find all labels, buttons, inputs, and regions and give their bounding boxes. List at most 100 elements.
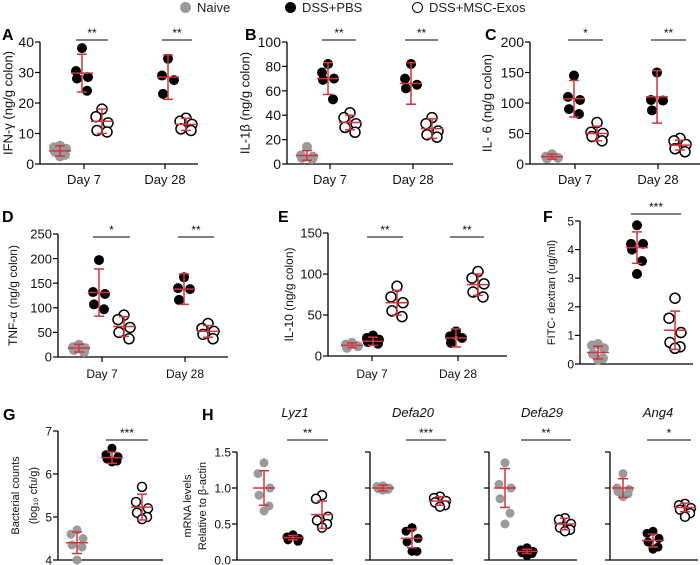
data-point-pbs bbox=[318, 74, 328, 85]
data-point-pbs bbox=[72, 73, 82, 84]
y-tick-label: 20 bbox=[18, 95, 34, 111]
y-tick-label: 50 bbox=[38, 325, 52, 340]
x-tick-label: Day 7 bbox=[558, 172, 592, 187]
panel-letter: A bbox=[2, 27, 14, 44]
y-tick-label: 100 bbox=[501, 95, 525, 111]
legend-item-naive: Naive bbox=[180, 0, 230, 15]
y-tick-label: 0 bbox=[567, 357, 574, 371]
data-point-naive bbox=[254, 490, 264, 500]
panel-letter: F bbox=[543, 209, 553, 226]
y-tick-label: 2 bbox=[567, 300, 574, 314]
data-point-pbs bbox=[658, 95, 668, 106]
y-tick-label: 0.0 bbox=[214, 553, 231, 565]
data-point-naive bbox=[259, 506, 269, 516]
y-axis-label: IL-10 (ng/g colon) bbox=[282, 247, 296, 341]
data-point-naive bbox=[259, 458, 269, 468]
data-point-pbs bbox=[401, 83, 411, 94]
significance-label: ** bbox=[380, 223, 390, 237]
data-point-pbs bbox=[77, 43, 87, 54]
panel-title: Defa29 bbox=[521, 405, 563, 420]
data-point-pbs bbox=[363, 337, 373, 348]
data-point-pbs bbox=[158, 88, 168, 99]
x-tick-label: Day 28 bbox=[439, 367, 477, 381]
data-point-pbs bbox=[94, 255, 104, 266]
significance-label: ** bbox=[664, 26, 674, 40]
data-point-msc bbox=[669, 292, 681, 304]
data-point-pbs bbox=[654, 533, 664, 543]
significance-label: ** bbox=[417, 26, 427, 40]
significance-label: ** bbox=[303, 426, 313, 440]
y-tick-label: 60 bbox=[265, 83, 281, 99]
y-tick-label: 5 bbox=[45, 510, 52, 524]
significance-label: * bbox=[583, 26, 588, 40]
data-point-msc bbox=[339, 121, 351, 134]
data-point-msc bbox=[679, 146, 691, 158]
data-point-pbs bbox=[564, 104, 574, 115]
x-tick-label: Day 7 bbox=[313, 172, 347, 187]
y-tick-label: 0 bbox=[26, 156, 34, 172]
panel-letter: C bbox=[485, 27, 497, 44]
legend-label: DSS+PBS bbox=[302, 0, 363, 15]
data-point-msc bbox=[124, 321, 136, 334]
data-point-pbs bbox=[400, 73, 410, 84]
data-point-msc bbox=[101, 126, 113, 138]
data-point-pbs bbox=[174, 294, 184, 305]
y-tick-label: 1.0 bbox=[214, 481, 231, 495]
data-point-msc bbox=[310, 493, 322, 505]
data-point-pbs bbox=[157, 70, 167, 81]
data-point-msc bbox=[478, 278, 490, 290]
y-tick-label: 1.5 bbox=[214, 445, 231, 459]
data-point-pbs bbox=[637, 256, 647, 267]
significance-label: * bbox=[109, 223, 114, 237]
y-tick-label: 50 bbox=[308, 308, 322, 323]
significance-label: ** bbox=[541, 426, 551, 440]
data-point-msc bbox=[130, 496, 142, 508]
panel-title: Lyz1 bbox=[281, 405, 308, 420]
data-point-pbs bbox=[100, 289, 110, 300]
data-point-naive bbox=[69, 345, 79, 356]
significance-label: *** bbox=[120, 426, 134, 440]
legend: Naive DSS+PBS DSS+MSC-Exos bbox=[0, 0, 700, 16]
data-point-pbs bbox=[83, 72, 93, 83]
y-axis-label: IL- 6 (ng/g colon) bbox=[479, 54, 494, 152]
significance-label: * bbox=[667, 426, 672, 440]
y-tick-label: 150 bbox=[30, 276, 52, 291]
open-circle-icon bbox=[412, 2, 423, 13]
y-tick-label: 0 bbox=[45, 350, 52, 365]
y-axis-label: Bacterial counts bbox=[10, 456, 22, 535]
data-point-pbs bbox=[328, 94, 338, 105]
data-point-pbs bbox=[627, 244, 637, 255]
data-point-msc bbox=[338, 111, 350, 124]
data-point-pbs bbox=[317, 67, 327, 78]
x-tick-label: Day 7 bbox=[86, 367, 118, 381]
y-tick-label: 200 bbox=[501, 34, 525, 50]
y-tick-label: 0 bbox=[273, 156, 281, 172]
data-point-msc bbox=[385, 291, 397, 303]
data-point-msc bbox=[123, 333, 135, 345]
y-tick-label: 0 bbox=[315, 349, 322, 364]
data-point-pbs bbox=[446, 337, 456, 348]
y-tick-label: 20 bbox=[265, 132, 281, 148]
data-point-msc bbox=[477, 291, 489, 303]
data-point-pbs bbox=[89, 299, 99, 310]
significance-label: *** bbox=[419, 426, 433, 440]
y-tick-label: 0.5 bbox=[214, 517, 231, 531]
panel-title: Ang4 bbox=[642, 405, 673, 420]
x-tick-label: Day 7 bbox=[356, 367, 388, 381]
data-point-pbs bbox=[99, 304, 109, 315]
y-tick-label: 150 bbox=[501, 65, 525, 81]
data-point-naive bbox=[553, 152, 563, 163]
data-point-msc bbox=[466, 272, 478, 284]
y-tick-label: 80 bbox=[265, 58, 281, 74]
panel-letter: H bbox=[202, 407, 214, 424]
panel-letter: G bbox=[3, 407, 15, 424]
data-point-naive bbox=[587, 340, 597, 351]
data-point-naive bbox=[495, 494, 505, 504]
data-point-pbs bbox=[569, 70, 579, 81]
y-tick-label: 4 bbox=[567, 243, 574, 257]
y-tick-label: 100 bbox=[300, 267, 322, 282]
legend-item-dss-pbs: DSS+PBS bbox=[285, 0, 362, 15]
data-point-msc bbox=[142, 503, 154, 514]
